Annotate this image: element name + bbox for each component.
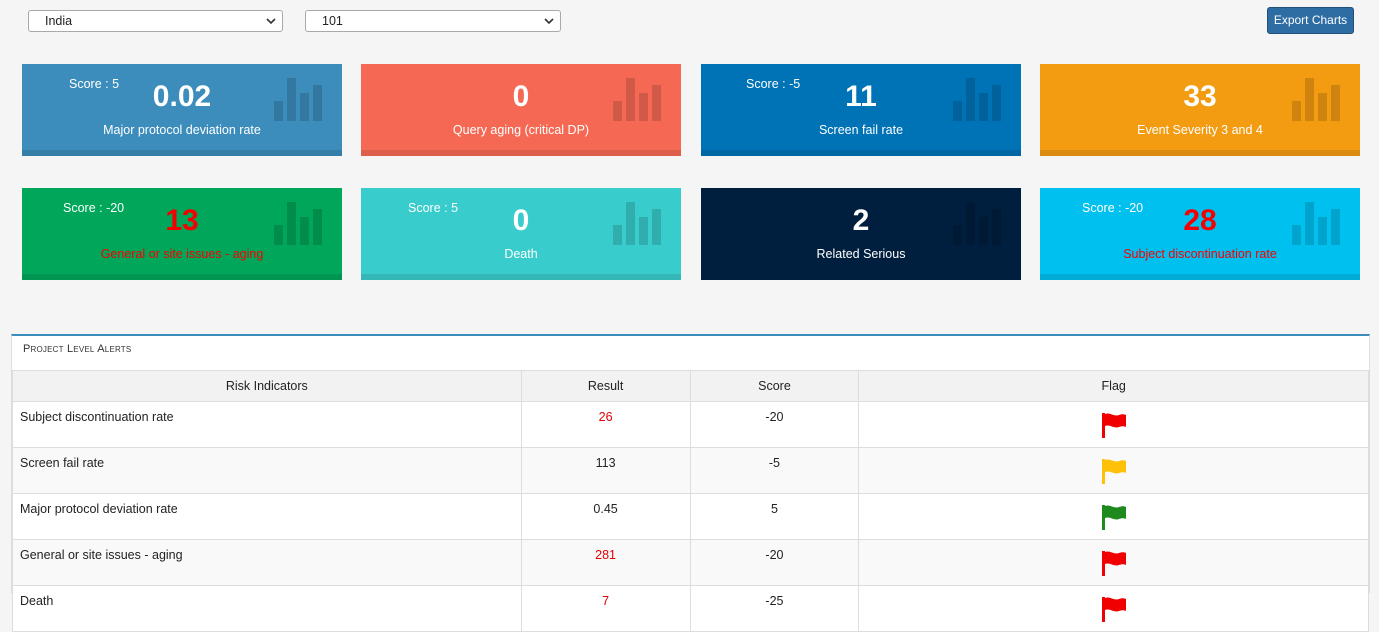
result-cell: 281 — [520, 539, 691, 586]
kpi-card-related-serious: 2 Related Serious — [701, 188, 1021, 280]
kpi-card-death: Score : 5 0 Death — [361, 188, 681, 280]
risk-indicator-cell: Death — [12, 585, 522, 632]
bar-chart-icon — [613, 78, 661, 121]
card-value: 2 — [852, 204, 870, 237]
result-cell: 0.45 — [520, 493, 691, 540]
card-label: Screen fail rate — [818, 123, 904, 137]
table-row: General or site issues - aging 281 -20 — [12, 539, 1369, 586]
card-value: 33 — [1183, 80, 1217, 113]
kpi-card-screen-fail-rate: Score : -5 11 Screen fail rate — [701, 64, 1021, 156]
card-footer-strip — [22, 150, 342, 156]
bar-chart-icon — [953, 78, 1001, 121]
risk-indicator-cell: Subject discontinuation rate — [12, 401, 522, 448]
card-label: Subject discontinuation rate — [1123, 247, 1277, 261]
flag-cell — [858, 539, 1369, 586]
card-value: 0 — [512, 80, 530, 113]
card-score: Score : -20 — [63, 201, 125, 215]
card-value: 11 — [845, 80, 877, 113]
card-score: Score : -20 — [1082, 201, 1144, 215]
table-row: Death 7 -25 — [12, 585, 1369, 632]
card-footer-strip — [22, 274, 342, 280]
card-score: Score : 5 — [408, 201, 459, 215]
card-label: Major protocol deviation rate — [103, 123, 261, 137]
kpi-card-subject-discontinuation: Score : -20 28 Subject discontinuation r… — [1040, 188, 1360, 280]
panel-title: Project Level Alerts — [23, 343, 132, 355]
card-value: 13 — [165, 204, 199, 237]
export-charts-button[interactable]: Export Charts — [1267, 7, 1354, 34]
red-flag-icon — [1101, 596, 1126, 622]
card-footer-strip — [701, 150, 1021, 156]
result-cell: 26 — [520, 401, 691, 448]
column-header-flag: Flag — [858, 370, 1369, 402]
card-footer-strip — [1040, 274, 1360, 280]
bar-chart-icon — [613, 202, 661, 245]
card-label: Query aging (critical DP) — [452, 123, 590, 137]
kpi-card-event-severity: 33 Event Severity 3 and 4 — [1040, 64, 1360, 156]
kpi-card-major-protocol-deviation: Score : 5 0.02 Major protocol deviation … — [22, 64, 342, 156]
risk-indicator-cell: Screen fail rate — [12, 447, 522, 494]
score-cell: -25 — [689, 585, 860, 632]
column-header-risk-indicators: Risk Indicators — [12, 370, 522, 402]
card-footer-strip — [361, 274, 681, 280]
risk-indicator-cell: General or site issues - aging — [12, 539, 522, 586]
chevron-down-icon — [266, 18, 276, 25]
result-cell: 7 — [520, 585, 691, 632]
bar-chart-icon — [953, 202, 1001, 245]
site-select-value: 101 — [322, 14, 343, 28]
flag-cell — [858, 493, 1369, 540]
score-cell: 5 — [689, 493, 860, 540]
column-header-result: Result — [520, 370, 691, 402]
yellow-flag-icon — [1101, 458, 1126, 484]
result-cell: 113 — [520, 447, 691, 494]
country-select[interactable]: India — [28, 10, 283, 32]
table-row: Subject discontinuation rate 26 -20 — [12, 401, 1369, 448]
flag-cell — [858, 401, 1369, 448]
table-row: Screen fail rate 113 -5 — [12, 447, 1369, 494]
card-footer-strip — [361, 150, 681, 156]
bar-chart-icon — [1292, 78, 1340, 121]
score-cell: -20 — [689, 539, 860, 586]
card-value: 0.02 — [152, 80, 212, 113]
column-header-score: Score — [689, 370, 860, 402]
kpi-card-query-aging: 0 Query aging (critical DP) — [361, 64, 681, 156]
green-flag-icon — [1101, 504, 1126, 530]
score-cell: -20 — [689, 401, 860, 448]
bar-chart-icon — [274, 78, 322, 121]
card-label: General or site issues - aging — [100, 247, 264, 261]
card-score: Score : 5 — [69, 77, 120, 91]
card-label: Related Serious — [816, 247, 906, 261]
card-score: Score : -5 — [746, 77, 801, 91]
bar-chart-icon — [1292, 202, 1340, 245]
card-value: 0 — [512, 204, 530, 237]
project-level-alerts-panel: Project Level Alerts Risk Indicators Res… — [11, 334, 1370, 632]
site-select[interactable]: 101 — [305, 10, 561, 32]
red-flag-icon — [1101, 550, 1126, 576]
risk-indicator-cell: Major protocol deviation rate — [12, 493, 522, 540]
card-label: Event Severity 3 and 4 — [1137, 123, 1263, 137]
chevron-down-icon — [544, 18, 554, 25]
card-value: 28 — [1183, 204, 1217, 237]
flag-cell — [858, 585, 1369, 632]
card-footer-strip — [1040, 150, 1360, 156]
flag-cell — [858, 447, 1369, 494]
red-flag-icon — [1101, 412, 1126, 438]
score-cell: -5 — [689, 447, 860, 494]
bar-chart-icon — [274, 202, 322, 245]
table-header-row: Risk Indicators Result Score Flag — [12, 370, 1369, 402]
card-label: Death — [504, 247, 538, 261]
country-select-value: India — [45, 14, 73, 28]
kpi-card-general-site-issues: Score : -20 13 General or site issues - … — [22, 188, 342, 280]
table-row: Major protocol deviation rate 0.45 5 — [12, 493, 1369, 540]
